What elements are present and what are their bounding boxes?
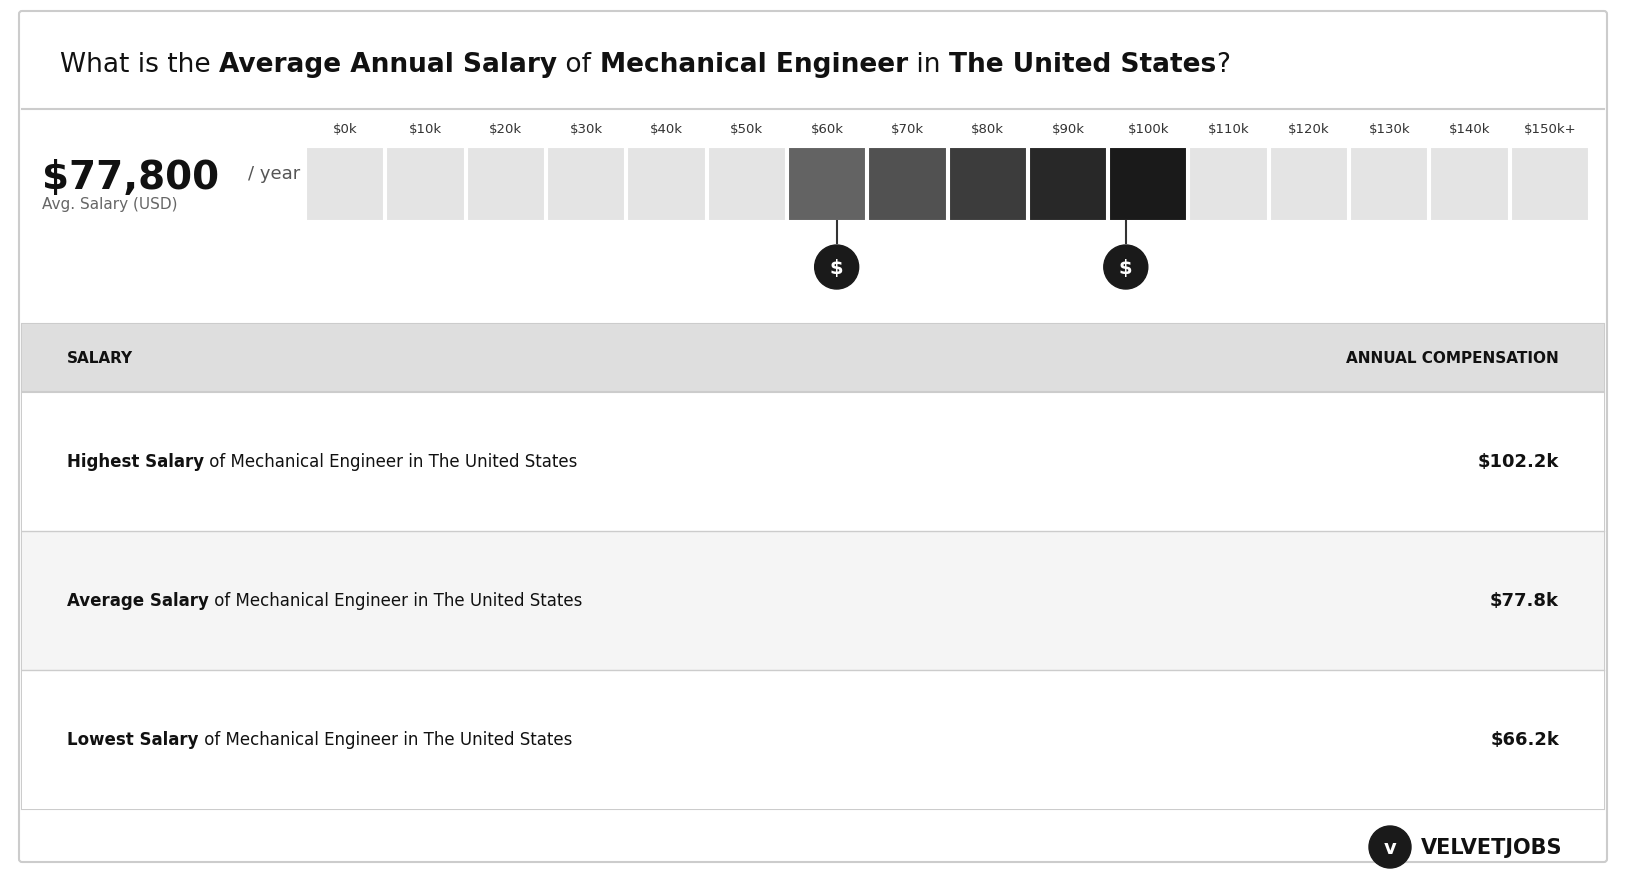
Text: v: v [1384,838,1397,858]
Text: Average Salary: Average Salary [67,592,208,610]
Text: $100k: $100k [1127,123,1169,136]
Bar [1029,148,1107,222]
Text: ANNUAL COMPENSATION: ANNUAL COMPENSATION [1346,351,1559,366]
Text: $120k: $120k [1288,123,1330,136]
Bar [306,148,384,222]
Text: $130k: $130k [1369,123,1410,136]
Text: $30k: $30k [569,123,603,136]
Bar [1270,148,1348,222]
Text: $102.2k: $102.2k [1478,453,1559,471]
Text: The United States: The United States [948,52,1216,78]
Text: $140k: $140k [1449,123,1491,136]
Text: $40k: $40k [650,123,683,136]
Bar [23,531,1603,670]
Bar [546,148,626,222]
Bar [1109,148,1187,222]
Bar [23,15,1603,110]
Bar [23,670,1603,809]
Text: $50k: $50k [730,123,763,136]
Text: What is the: What is the [60,52,220,78]
Bar [23,324,1603,393]
Bar [868,148,946,222]
Bar [948,148,1026,222]
Text: Highest Salary: Highest Salary [67,453,205,471]
Text: $80k: $80k [971,123,1005,136]
Text: $66.2k: $66.2k [1489,731,1559,749]
Text: $10k: $10k [408,123,442,136]
Text: $110k: $110k [1208,123,1249,136]
Text: Mechanical Engineer: Mechanical Engineer [600,52,907,78]
Circle shape [1369,826,1411,868]
Text: / year: / year [249,165,301,182]
Bar [628,148,706,222]
Bar [789,148,867,222]
Text: Avg. Salary (USD): Avg. Salary (USD) [42,197,177,212]
Text: of Mechanical Engineer in The United States: of Mechanical Engineer in The United Sta… [208,592,582,610]
Text: $: $ [829,260,844,278]
Text: of: of [558,52,600,78]
Text: in: in [907,52,948,78]
Text: $150k+: $150k+ [1524,123,1576,136]
Bar [707,148,785,222]
Text: $0k: $0k [333,123,358,136]
Text: of Mechanical Engineer in The United States: of Mechanical Engineer in The United Sta… [198,731,572,749]
Text: Average Annual Salary: Average Annual Salary [220,52,558,78]
Bar [467,148,545,222]
Text: of Mechanical Engineer in The United States: of Mechanical Engineer in The United Sta… [205,453,577,471]
Bar [1350,148,1428,222]
Text: SALARY: SALARY [67,351,133,366]
Text: ?: ? [1216,52,1229,78]
Text: $70k: $70k [891,123,924,136]
Bar [387,148,465,222]
Text: $90k: $90k [1052,123,1085,136]
FancyBboxPatch shape [20,12,1606,862]
Text: $: $ [1119,260,1133,278]
Circle shape [1104,246,1148,289]
Text: $77,800: $77,800 [42,159,220,196]
Circle shape [815,246,859,289]
Bar [1190,148,1268,222]
Text: Lowest Salary: Lowest Salary [67,731,198,749]
Text: $60k: $60k [810,123,844,136]
Text: $77.8k: $77.8k [1489,592,1559,610]
Bar [1431,148,1509,222]
Bar [1511,148,1589,222]
Text: VELVETJOBS: VELVETJOBS [1421,837,1563,857]
Bar [23,393,1603,531]
Bar [23,324,1603,809]
Text: $20k: $20k [489,123,522,136]
